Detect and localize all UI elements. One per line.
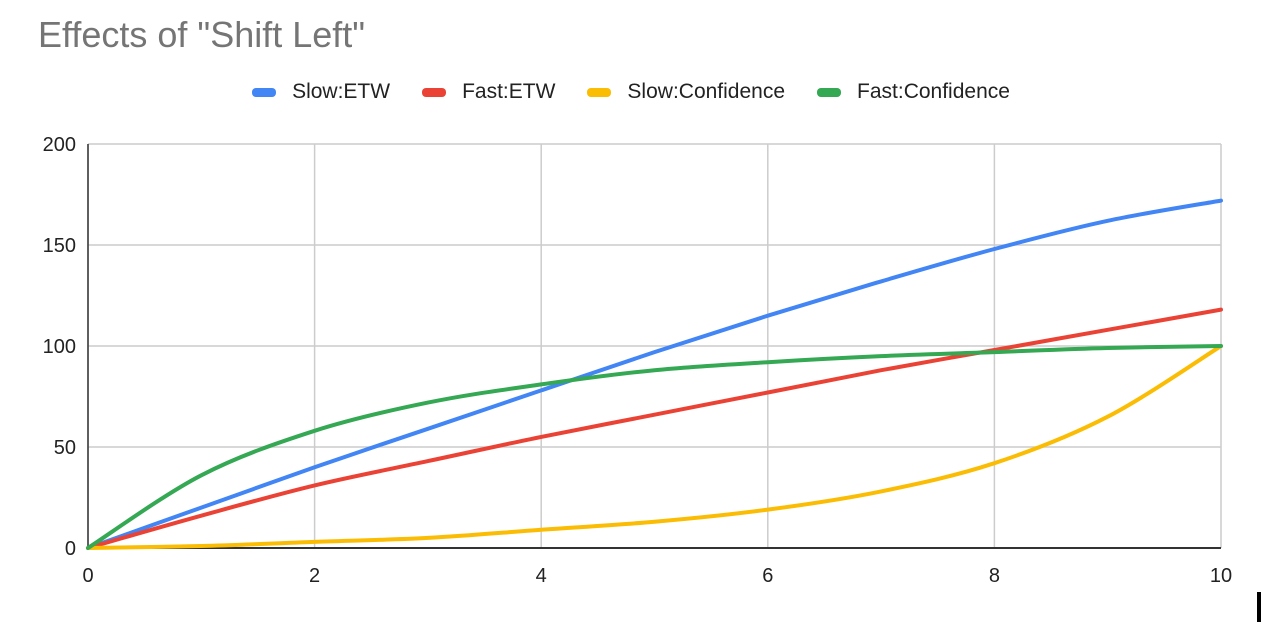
series-line-fast-confidence — [86, 344, 1223, 550]
legend-item: Slow:Confidence — [587, 80, 785, 104]
x-tick-label: 10 — [1210, 565, 1232, 587]
x-tick-label: 2 — [309, 565, 320, 587]
x-tick-label: 6 — [762, 565, 773, 587]
series-line-slow-confidence — [86, 344, 1223, 550]
y-tick-label: 50 — [54, 437, 76, 459]
legend-item: Slow:ETW — [252, 80, 390, 104]
text-cursor-mark — [1257, 592, 1261, 622]
legend-item: Fast:ETW — [422, 80, 555, 104]
legend-label: Fast:Confidence — [857, 80, 1010, 103]
y-tick-label: 200 — [43, 134, 76, 156]
legend: Slow:ETW Fast:ETW Slow:Confidence Fast:Conf… — [0, 80, 1262, 104]
legend-swatch — [252, 87, 277, 97]
x-tick-label: 8 — [989, 565, 1000, 587]
x-tick-label: 0 — [82, 565, 93, 587]
series-line-slow-etw — [86, 198, 1223, 550]
legend-swatch — [817, 87, 842, 97]
legend-label: Slow:Confidence — [627, 80, 786, 103]
y-tick-label: 100 — [43, 336, 76, 358]
legend-label: Slow:ETW — [292, 80, 391, 103]
chart-title: Effects of "Shift Left" — [38, 14, 366, 55]
x-tick-label: 4 — [536, 565, 547, 587]
legend-item: Fast:Confidence — [817, 80, 1010, 104]
y-tick-label: 150 — [43, 235, 76, 257]
legend-swatch — [422, 87, 447, 97]
y-tick-label: 0 — [65, 538, 76, 560]
legend-swatch — [587, 87, 612, 97]
legend-label: Fast:ETW — [462, 80, 556, 103]
series-line-fast-etw — [86, 307, 1223, 550]
